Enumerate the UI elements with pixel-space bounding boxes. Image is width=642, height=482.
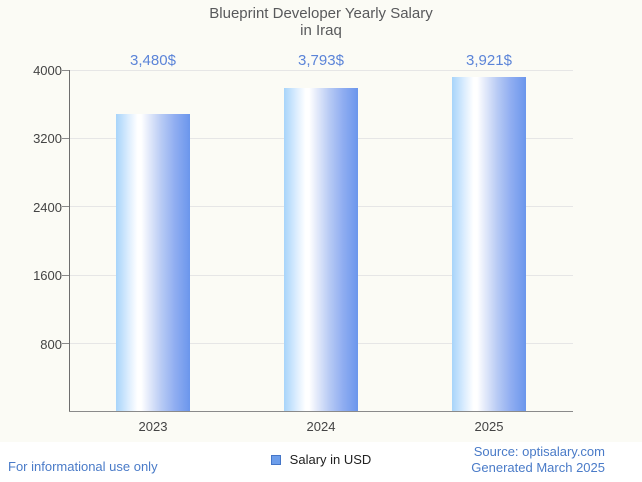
- y-tick-mark: [62, 343, 69, 345]
- bar-value-label: 3,793$: [298, 52, 344, 69]
- legend-label: Salary in USD: [289, 452, 372, 467]
- bar: [452, 76, 526, 412]
- y-tick-mark: [62, 206, 69, 208]
- gridline: [69, 69, 573, 71]
- footer-strip: [0, 442, 642, 482]
- bar: [116, 114, 190, 412]
- x-tick-label: 2023: [138, 419, 168, 434]
- y-tick-mark: [62, 274, 69, 276]
- chart-title-line2: in Iraq: [300, 22, 342, 39]
- disclaimer-text: For informational use only: [8, 459, 158, 474]
- y-tick-mark: [62, 137, 69, 139]
- chart-title: Blueprint Developer Yearly Salary in Ira…: [0, 5, 642, 39]
- bar: [284, 87, 358, 412]
- bar-value-label: 3,921$: [466, 52, 512, 69]
- generated-date: Generated March 2025: [471, 460, 605, 475]
- x-tick-label: 2025: [474, 419, 504, 434]
- chart-title-line1: Blueprint Developer Yearly Salary: [209, 5, 433, 22]
- y-tick-label: 2400: [33, 199, 62, 215]
- y-tick-label: 1600: [33, 268, 62, 284]
- y-tick-label: 800: [40, 336, 62, 352]
- y-tick-label: 3200: [33, 131, 62, 147]
- y-axis-line: [69, 70, 70, 412]
- legend-swatch-icon: [270, 454, 281, 465]
- x-axis-line: [69, 411, 573, 412]
- bar-value-label: 3,480$: [130, 52, 176, 69]
- y-tick-mark: [62, 69, 69, 71]
- source-link[interactable]: Source: optisalary.com: [473, 444, 605, 459]
- y-tick-label: 4000: [33, 63, 62, 78]
- source-block: Source: optisalary.com Generated March 2…: [471, 444, 605, 476]
- chart-legend: Salary in USD: [0, 452, 642, 467]
- x-tick-label: 2024: [306, 419, 336, 434]
